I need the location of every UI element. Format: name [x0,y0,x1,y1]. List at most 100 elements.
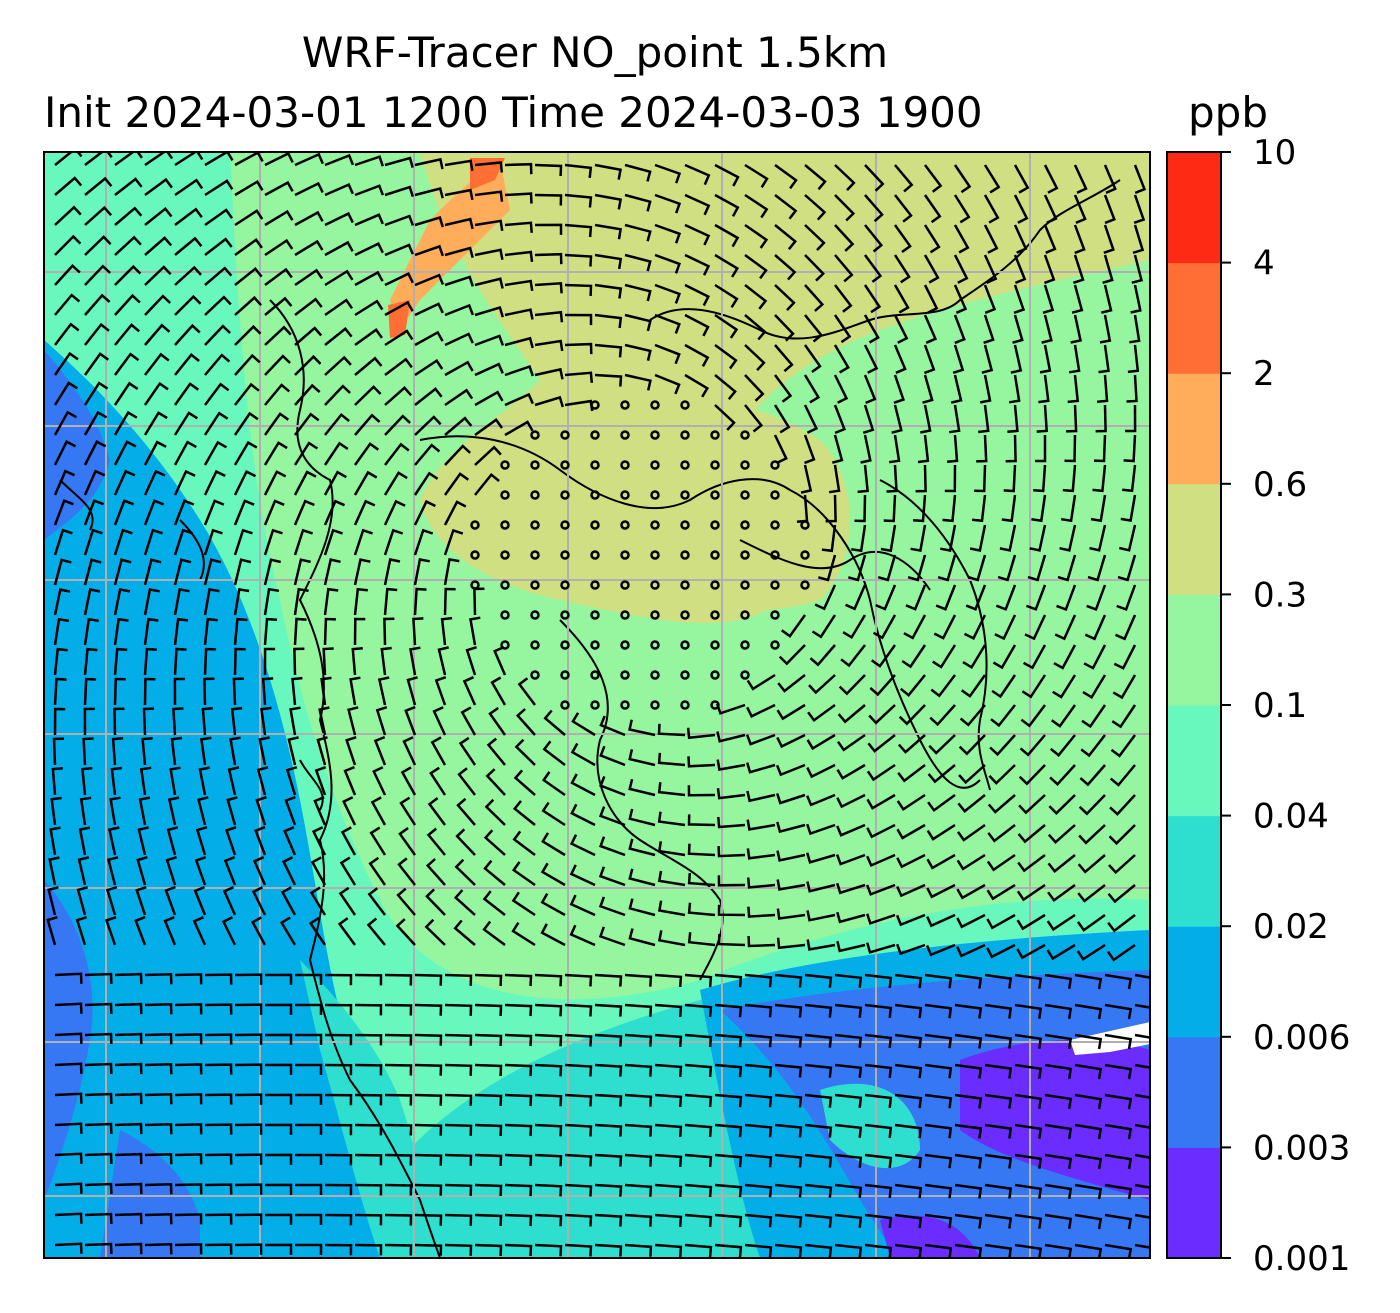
wind-barb [714,1213,743,1228]
wind-barb [1048,794,1076,815]
wind-barb [863,344,879,374]
wind-barb [684,313,710,337]
wind-barb [295,1063,323,1075]
wind-barb [114,152,143,167]
wind-barb [384,1093,413,1106]
wind-barb-calm [740,670,750,680]
wind-barb [1077,884,1106,903]
wind-barb [1001,494,1017,523]
wind-barb [624,253,652,272]
colorbar-unit-label: ppb [1188,88,1268,137]
wind-barb-calm [560,580,570,590]
wind-barb [684,1243,713,1258]
wind-barb [594,343,623,358]
wind-barb-layer [46,152,1150,1258]
wind-barb [82,737,94,766]
colorbar-tick-label: 0.02 [1253,907,1329,947]
wind-barb [455,828,476,856]
wind-barb [896,853,926,869]
wind-barb [570,742,596,767]
wind-barb [143,528,163,556]
wind-barb [353,499,376,526]
wind-barb [324,182,354,197]
wind-barb [354,213,384,227]
wind-barb [1107,884,1136,904]
wind-barb [954,973,983,989]
wind-barb [1126,374,1138,403]
colorbar-tick-label: 0.003 [1253,1128,1350,1168]
wind-barb [354,270,384,287]
wind-barb [999,524,1017,552]
wind-barb-calm [590,430,600,440]
wind-barb [891,404,903,434]
wind-barb [1044,1153,1073,1169]
wind-barb [657,930,686,947]
wind-barb [474,362,504,377]
wind-barb [173,677,185,706]
wind-barb [139,766,152,796]
wind-barb [504,1213,533,1227]
wind-barb [474,248,504,260]
wind-barb [53,410,78,436]
wind-barb [76,886,89,916]
wind-barb [534,1123,563,1137]
wind-barb [594,163,622,180]
wind-barb [384,1123,413,1136]
wind-barb [141,736,153,766]
wind-barb [989,734,1016,757]
wind-barb [923,344,936,375]
wind-barb [714,313,739,339]
wind-barb [804,973,833,988]
wind-barb [54,205,82,226]
wind-barb [923,224,941,254]
wind-barb [53,588,71,616]
wind-barb [279,916,297,946]
wind-barb [54,972,83,984]
wind-barb [47,886,59,916]
wind-barb [229,736,241,766]
coastline-layer [59,179,1121,1258]
wind-barb [540,892,566,917]
wind-barb [52,737,65,766]
wind-barb-calm [530,610,540,620]
wind-barb [504,1183,533,1197]
wind-barb [953,194,971,224]
wind-barb [483,829,506,856]
wind-barb [462,676,477,706]
wind-barb [174,323,201,346]
wind-barb [1111,704,1137,729]
wind-barb [324,153,355,167]
wind-barb [293,617,307,646]
wind-barb [1074,973,1103,990]
wind-barb [1013,224,1028,254]
wind-barb [599,836,626,857]
wind-barb [687,902,716,917]
wind-barb [1134,1093,1150,1099]
wind-barb [384,1213,413,1226]
wind-barb [84,1152,113,1164]
wind-barb [75,916,88,946]
wind-barb [456,797,476,826]
wind-barb [804,1243,833,1258]
wind-barb [624,1033,653,1047]
wind-barb [414,1153,443,1166]
wind-barb [354,413,381,436]
wind-barb [83,469,106,496]
colorbar-tick-label: 0.3 [1253,575,1307,615]
coastline [59,479,324,811]
wind-barb [169,766,181,796]
wind-barb [138,796,151,826]
wind-barb [987,824,1016,843]
wind-barb [295,1183,323,1195]
wind-barb [373,735,387,766]
wind-barb [986,853,1016,872]
wind-barb [624,373,652,391]
wind-barb [714,1243,743,1258]
wind-barb [504,162,533,175]
wind-barb [54,152,83,166]
wind-barb [322,647,334,676]
wind-barb [109,796,121,826]
wind-barb [399,796,417,826]
wind-barb [897,764,926,783]
wind-barb [778,644,806,666]
